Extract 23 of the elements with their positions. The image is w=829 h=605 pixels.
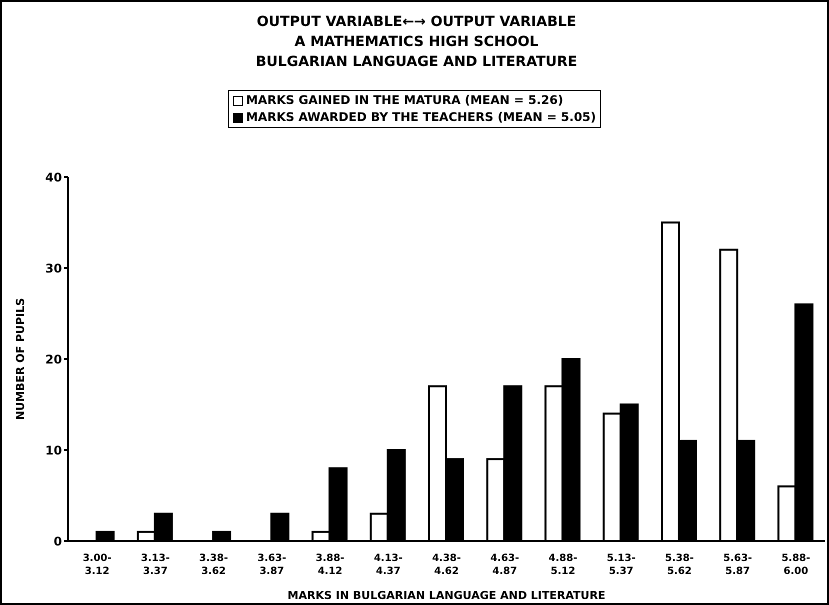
y-tick-label: 10	[45, 443, 62, 458]
y-axis-title: NUMBER OF PUPILS	[14, 298, 27, 420]
legend-label: MARKS AWARDED BY THE TEACHERS (MEAN = 5.05)	[246, 109, 596, 126]
y-tick-label: 0	[54, 534, 62, 548]
x-axis-title: MARKS IN BULGARIAN LANGUAGE AND LITERATURE	[288, 589, 606, 602]
x-tick-label: 3.00-3.12	[82, 553, 112, 577]
y-tick-label: 30	[45, 261, 62, 276]
x-tick-label: 3.63-3.87	[257, 553, 286, 577]
x-tick-label: 4.63-4.87	[490, 553, 520, 577]
x-tick-label: 4.88-5.12	[548, 553, 578, 577]
chart-title: OUTPUT VARIABLE←→ OUTPUT VARIABLE A MATHEMATICS HIGH SCHOOL BULGARIAN LANGUAGE AND LITERATURE	[254, 13, 578, 72]
x-tick-label: 3.38-3.62	[199, 553, 228, 577]
y-tick-label: 40	[45, 170, 62, 184]
y-tick-label: 20	[45, 352, 62, 366]
x-tick-label: 3.13-3.37	[140, 553, 170, 577]
x-tick-label: 4.13-4.37	[374, 553, 403, 577]
x-tick-label: 5.88-6.00	[781, 553, 810, 577]
x-tick-label: 5.13-5.37	[606, 553, 636, 577]
x-tick-label: 5.38-5.62	[665, 553, 694, 577]
legend-label: MARKS GAINED IN THE MATURA (MEAN = 5.26)	[246, 92, 564, 109]
x-tick-label: 4.38-4.62	[432, 553, 461, 577]
x-tick-label: 3.88-4.12	[316, 553, 344, 577]
x-tick-label: 5.63-5.87	[723, 553, 752, 577]
